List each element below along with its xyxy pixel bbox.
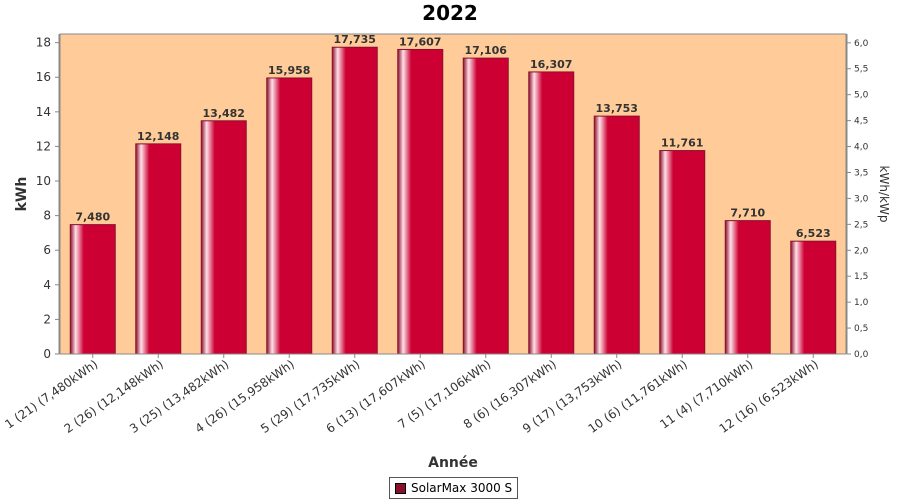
bar [397,48,444,355]
bar [790,240,837,355]
bar [69,224,116,355]
y2-tick-label: 0,5 [854,324,868,334]
y-tick-label: 10 [36,174,51,188]
y-axis-label: kWh [14,177,30,212]
y-tick-label: 0 [43,347,51,361]
legend-label: SolarMax 3000 S [411,481,513,495]
bar-value-label: 13,753 [596,102,638,115]
legend-swatch [395,482,406,494]
bar-value-label: 15,958 [268,64,310,77]
bar [528,71,575,355]
plot-area [59,33,847,355]
y-tick-label: 8 [43,209,51,223]
bar [266,77,313,355]
y2-tick-label: 1,5 [854,272,868,282]
bar-value-label: 11,761 [661,137,703,150]
y-tick-label: 16 [36,70,51,84]
y-tick-label: 6 [43,243,51,257]
y2-tick-label: 3,5 [854,168,868,178]
bar [593,115,640,355]
legend: SolarMax 3000 S [389,477,519,499]
bar [724,220,771,355]
bar-value-label: 17,106 [465,44,508,57]
bar-value-label: 7,710 [730,207,765,220]
y-tick-label: 14 [36,105,51,119]
y2-tick-label: 5,5 [854,65,868,75]
y2-tick-label: 1,0 [854,298,869,308]
y2-tick-label: 2,0 [854,246,869,256]
y2-tick-label: 5,0 [854,91,869,101]
y2-axis-label: kWh/kWp [877,166,891,223]
bar-value-label: 17,735 [334,33,376,46]
y-tick-label: 2 [43,312,51,326]
bar-value-label: 13,482 [203,107,245,120]
y2-tick-label: 3,0 [854,194,869,204]
bar-value-label: 6,523 [796,227,831,240]
y-tick-label: 18 [36,36,51,50]
bar [462,57,509,355]
y2-tick-label: 4,5 [854,117,868,127]
bar [659,150,706,355]
y2-tick-label: 0,0 [854,350,869,360]
bar-value-label: 12,148 [137,130,179,143]
y2-tick-label: 4,0 [854,143,869,153]
bar-value-label: 17,607 [399,35,441,48]
chart-title: 2022 [422,1,478,25]
y2-tick-label: 2,5 [854,220,868,230]
bar-value-label: 7,480 [75,211,110,224]
y-tick-label: 12 [36,139,51,153]
bar [200,120,247,355]
bar [331,46,378,355]
bar [135,143,182,355]
bar-value-label: 16,307 [530,58,572,71]
y-tick-label: 4 [43,278,51,292]
x-axis-label: Année [428,455,478,471]
y2-tick-label: 6,0 [854,39,869,49]
